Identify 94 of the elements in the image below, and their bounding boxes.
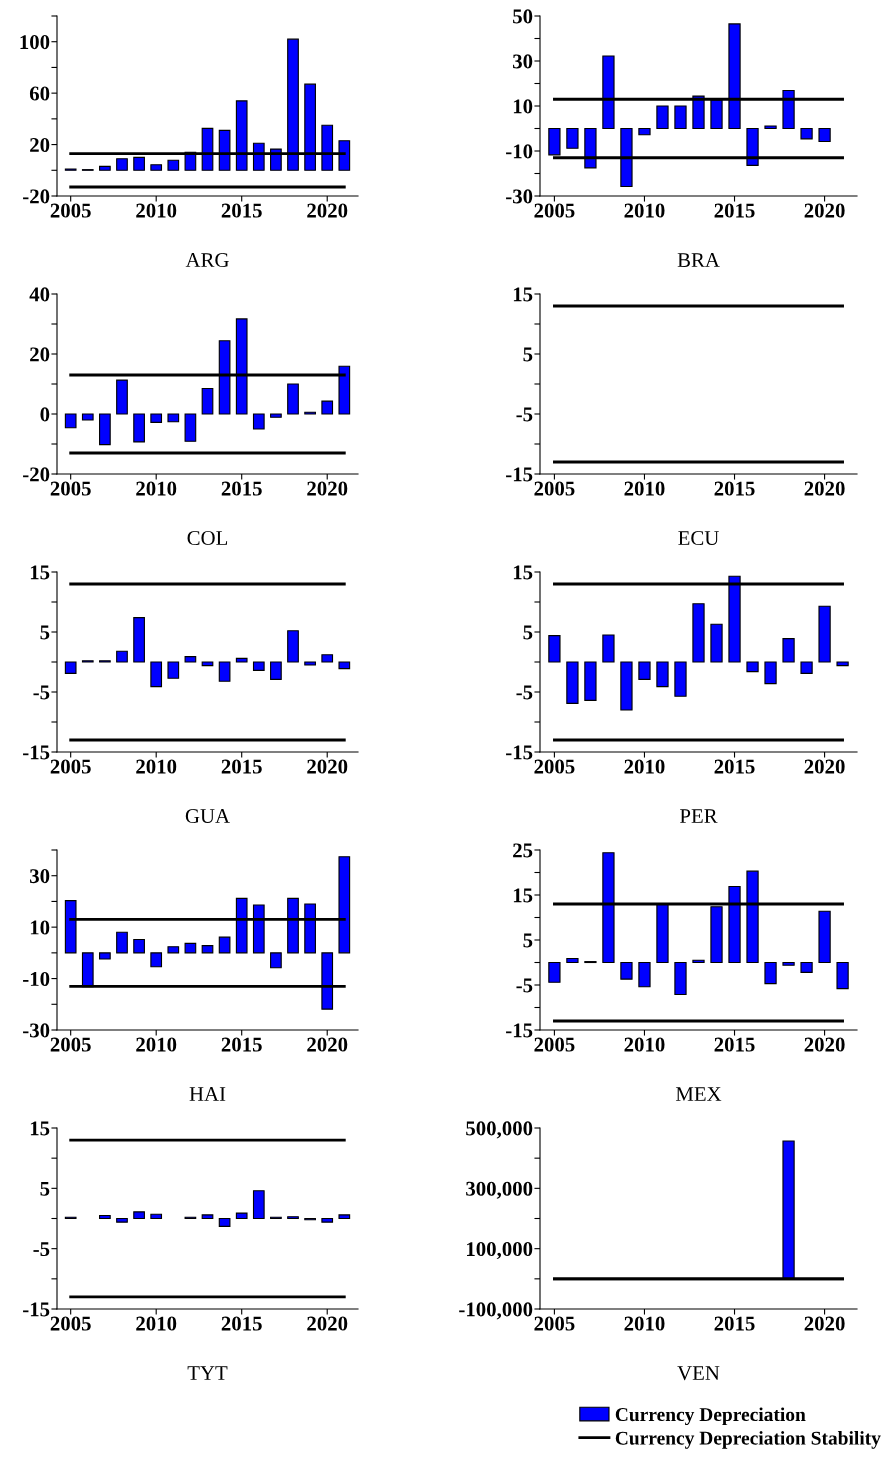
- y-tick-label: -5: [33, 685, 50, 700]
- x-tick-label: 2020: [804, 1316, 845, 1331]
- y-tick-label: 100: [20, 35, 50, 50]
- x-axis-title: HAI: [189, 1087, 226, 1101]
- x-tick-label: 2015: [714, 481, 755, 496]
- y-tick-label: -5: [516, 978, 533, 993]
- y-tick-label: 20: [30, 137, 50, 152]
- y-tick-label: 300,000: [466, 1181, 533, 1199]
- y-tick-label: 15: [30, 1121, 50, 1136]
- y-tick-label: -30: [506, 189, 533, 204]
- y-tick-label: 25: [513, 843, 533, 858]
- x-tick-label: 2015: [714, 203, 755, 218]
- x-tick-label: 2020: [307, 1316, 348, 1331]
- x-tick-label: 2010: [624, 203, 665, 218]
- y-tick-label: -15: [506, 745, 533, 760]
- y-tick-label: -5: [33, 1242, 50, 1257]
- y-tick-label: 5: [40, 1181, 50, 1196]
- x-tick-label: 2010: [136, 759, 177, 774]
- y-tick-label: 50: [513, 9, 533, 24]
- x-axis-title: MEX: [675, 1087, 722, 1101]
- x-tick-label: 2015: [714, 1316, 755, 1331]
- y-tick-label: -15: [23, 745, 50, 760]
- x-tick-label: 2015: [221, 203, 262, 218]
- y-tick-label: -5: [516, 407, 533, 422]
- y-tick-label: -30: [23, 1023, 50, 1038]
- x-tick-label: 2015: [221, 1037, 262, 1052]
- x-axis-title: COL: [187, 531, 228, 546]
- x-tick-label: 2015: [714, 1037, 755, 1052]
- x-axis-title: ARG: [185, 253, 229, 268]
- x-tick-label: 2010: [136, 203, 177, 218]
- x-tick-label: 2020: [804, 759, 845, 774]
- x-axis-title: GUA: [185, 809, 230, 824]
- x-tick-label: 2015: [221, 759, 262, 774]
- y-tick-label: 15: [513, 888, 533, 903]
- x-tick-label: 2015: [221, 481, 262, 496]
- x-tick-label: 2020: [307, 759, 348, 774]
- y-tick-label: 5: [523, 625, 533, 640]
- x-tick-label: 2005: [50, 481, 91, 496]
- y-tick-label: -15: [506, 1023, 533, 1038]
- legend-label: Currency Depreciation Stability: [615, 1431, 881, 1449]
- x-tick-label: 2005: [534, 203, 575, 218]
- x-axis-title: BRA: [677, 253, 720, 267]
- y-tick-label: 30: [513, 54, 533, 69]
- x-tick-label: 2020: [307, 1037, 348, 1052]
- y-tick-label: -10: [506, 144, 533, 159]
- x-tick-label: 2005: [534, 759, 575, 774]
- x-tick-label: 2005: [534, 1037, 575, 1052]
- y-tick-label: 5: [40, 625, 50, 640]
- x-tick-label: 2015: [221, 1316, 262, 1331]
- x-tick-label: 2005: [50, 1316, 91, 1331]
- x-axis-title: TYT: [187, 1366, 228, 1380]
- y-tick-label: -5: [516, 685, 533, 700]
- x-tick-label: 2005: [50, 203, 91, 218]
- x-tick-label: 2020: [804, 1037, 845, 1052]
- x-tick-label: 2020: [804, 203, 845, 218]
- y-tick-label: 60: [29, 86, 50, 101]
- y-tick-label: 20: [30, 347, 50, 362]
- y-tick-label: -100,000: [459, 1302, 533, 1320]
- y-tick-label: 10: [513, 99, 533, 114]
- y-tick-label: 5: [523, 347, 533, 362]
- x-axis-title: PER: [680, 809, 718, 823]
- x-tick-label: 2010: [624, 1316, 665, 1331]
- x-tick-label: 2010: [136, 1037, 177, 1052]
- x-tick-label: 2015: [714, 759, 755, 774]
- x-axis-title: ECU: [678, 531, 719, 546]
- x-tick-label: 2020: [804, 481, 845, 496]
- y-tick-label: -20: [23, 189, 50, 204]
- x-tick-label: 2010: [136, 481, 177, 496]
- y-tick-label: 15: [513, 565, 533, 580]
- x-tick-label: 2010: [624, 1037, 665, 1052]
- y-tick-label: 40: [29, 287, 50, 302]
- x-tick-label: 2005: [534, 1316, 575, 1331]
- y-tick-label: 0: [40, 407, 50, 422]
- x-tick-label: 2020: [307, 203, 348, 218]
- x-axis-title: VEN: [677, 1366, 720, 1381]
- y-tick-label: 10: [30, 920, 50, 935]
- legend-label: Currency Depreciation: [615, 1407, 806, 1426]
- y-tick-label: 15: [30, 565, 50, 580]
- x-tick-label: 2005: [534, 481, 575, 496]
- y-tick-label: -15: [506, 467, 533, 482]
- y-tick-label: 15: [513, 287, 533, 302]
- y-tick-label: -15: [23, 1302, 50, 1317]
- x-tick-label: 2020: [307, 481, 348, 496]
- y-tick-label: 100,000: [467, 1242, 533, 1260]
- y-tick-label: -10: [23, 971, 50, 986]
- x-tick-label: 2010: [624, 481, 665, 496]
- x-tick-label: 2005: [50, 759, 91, 774]
- x-tick-label: 2010: [136, 1316, 177, 1331]
- y-tick-label: -20: [23, 467, 50, 482]
- y-tick-label: 500,000: [466, 1121, 533, 1139]
- x-tick-label: 2010: [624, 759, 665, 774]
- y-tick-label: 5: [523, 933, 533, 948]
- y-tick-label: 30: [30, 869, 50, 884]
- x-tick-label: 2005: [50, 1037, 91, 1052]
